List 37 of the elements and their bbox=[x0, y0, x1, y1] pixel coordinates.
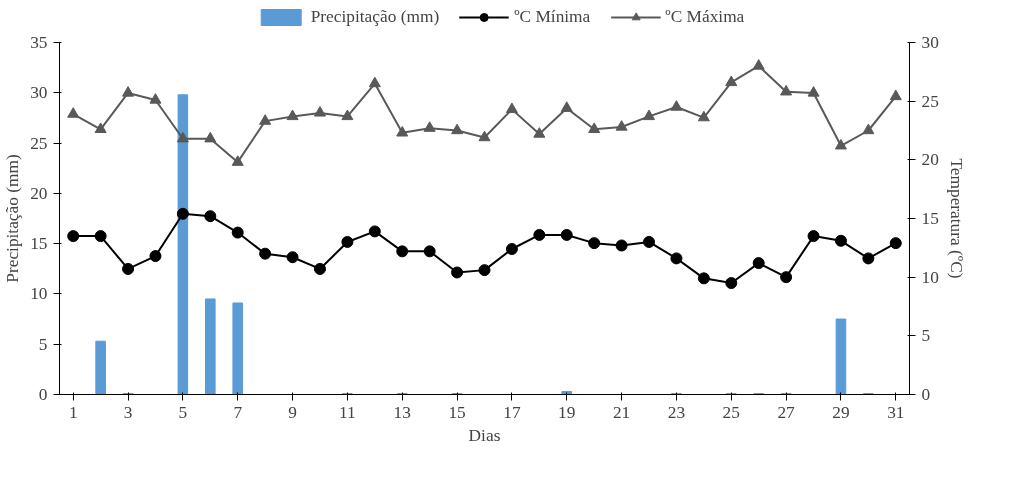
x-tick-label: 9 bbox=[288, 402, 297, 422]
x-tick-label: 15 bbox=[448, 402, 466, 422]
x-tick-label: 19 bbox=[558, 402, 576, 422]
x-tick-label: 25 bbox=[722, 402, 740, 422]
legend-label: Precipitação (mm) bbox=[310, 7, 440, 27]
y-tick-label: 5 bbox=[38, 334, 48, 354]
x-tick-label: 23 bbox=[667, 402, 686, 422]
x-tick-label: 21 bbox=[612, 402, 631, 422]
y2-tick-label: 25 bbox=[921, 91, 939, 111]
y-tick-label: 35 bbox=[30, 33, 48, 52]
legend-label: ºC Mínima bbox=[514, 7, 591, 27]
y-tick-label: 10 bbox=[30, 284, 48, 304]
y-axis-title: Precipitação (mm) bbox=[3, 154, 23, 283]
x-tick-label: 13 bbox=[393, 402, 411, 422]
y-tick-label: 15 bbox=[30, 234, 48, 254]
x-tick-label: 7 bbox=[233, 402, 243, 422]
y2-tick-label: 15 bbox=[921, 209, 939, 228]
x-tick-label: 11 bbox=[339, 402, 356, 422]
legend-label: ºC Máxima bbox=[665, 7, 745, 27]
x-tick-label: 31 bbox=[887, 402, 905, 422]
x-tick-label: 3 bbox=[123, 402, 133, 422]
y-tick-label: 30 bbox=[30, 83, 48, 103]
x-tick-label: 29 bbox=[832, 402, 850, 422]
y-tick-label: 0 bbox=[38, 385, 48, 404]
y2-tick-label: 5 bbox=[921, 326, 931, 346]
y2-tick-label: 30 bbox=[921, 33, 939, 52]
y2-tick-label: 10 bbox=[921, 267, 939, 287]
x-axis-title: Dias bbox=[468, 425, 501, 445]
x-tick-label: 27 bbox=[777, 402, 796, 422]
y-tick-label: 20 bbox=[30, 183, 48, 203]
x-tick-label: 5 bbox=[178, 402, 188, 422]
y2-axis-title: Temperatura (ºC) bbox=[946, 158, 966, 279]
x-tick-label: 17 bbox=[503, 402, 521, 422]
y2-tick-label: 0 bbox=[921, 385, 931, 404]
y-tick-label: 25 bbox=[30, 133, 48, 153]
x-tick-label: 1 bbox=[68, 402, 78, 422]
y2-tick-label: 20 bbox=[921, 150, 939, 170]
